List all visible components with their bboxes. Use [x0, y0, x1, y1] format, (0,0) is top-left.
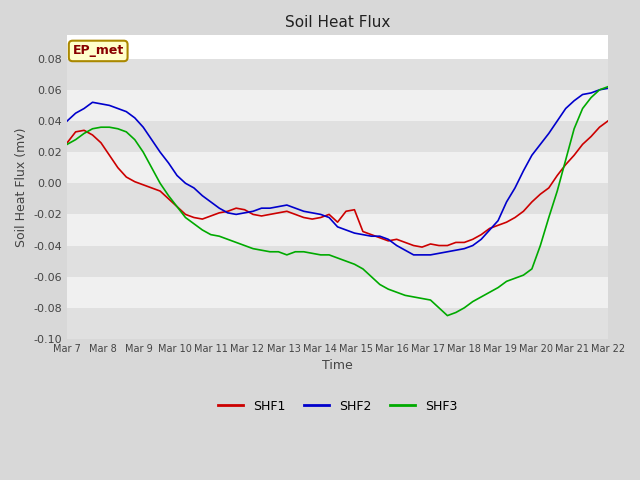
Bar [67, 308, 608, 339]
SHF2 [604, 85, 612, 91]
Bar [67, 183, 608, 215]
Bar [67, 215, 608, 246]
SHF2 [63, 118, 71, 124]
Line: SHF2: SHF2 [67, 88, 608, 255]
Title: Soil Heat Flux: Soil Heat Flux [285, 15, 390, 30]
SHF1 [190, 215, 198, 220]
Line: SHF1: SHF1 [67, 121, 608, 247]
SHF1 [587, 133, 595, 139]
Bar [67, 276, 608, 308]
SHF3 [536, 243, 544, 249]
Text: EP_met: EP_met [72, 45, 124, 58]
Bar [67, 121, 608, 152]
SHF3 [190, 221, 198, 227]
SHF3 [342, 258, 350, 264]
SHF2 [190, 185, 198, 191]
Legend: SHF1, SHF2, SHF3: SHF1, SHF2, SHF3 [212, 395, 462, 418]
SHF2 [410, 252, 417, 258]
SHF1 [536, 191, 544, 197]
SHF1 [291, 212, 299, 217]
SHF2 [291, 205, 299, 211]
SHF1 [63, 140, 71, 145]
SHF1 [418, 244, 426, 250]
SHF2 [536, 142, 544, 147]
X-axis label: Time: Time [322, 360, 353, 372]
SHF3 [604, 84, 612, 90]
SHF3 [587, 95, 595, 100]
SHF1 [342, 208, 350, 214]
Bar [67, 59, 608, 90]
Line: SHF3: SHF3 [67, 87, 608, 316]
Y-axis label: Soil Heat Flux (mv): Soil Heat Flux (mv) [15, 127, 28, 247]
SHF3 [444, 313, 451, 319]
SHF3 [224, 237, 232, 242]
SHF1 [604, 118, 612, 124]
Bar [67, 90, 608, 121]
Bar [67, 152, 608, 183]
SHF3 [63, 142, 71, 147]
SHF2 [224, 210, 232, 216]
SHF2 [342, 227, 350, 233]
SHF2 [587, 90, 595, 96]
Bar [67, 246, 608, 276]
SHF1 [224, 208, 232, 214]
SHF3 [291, 249, 299, 255]
